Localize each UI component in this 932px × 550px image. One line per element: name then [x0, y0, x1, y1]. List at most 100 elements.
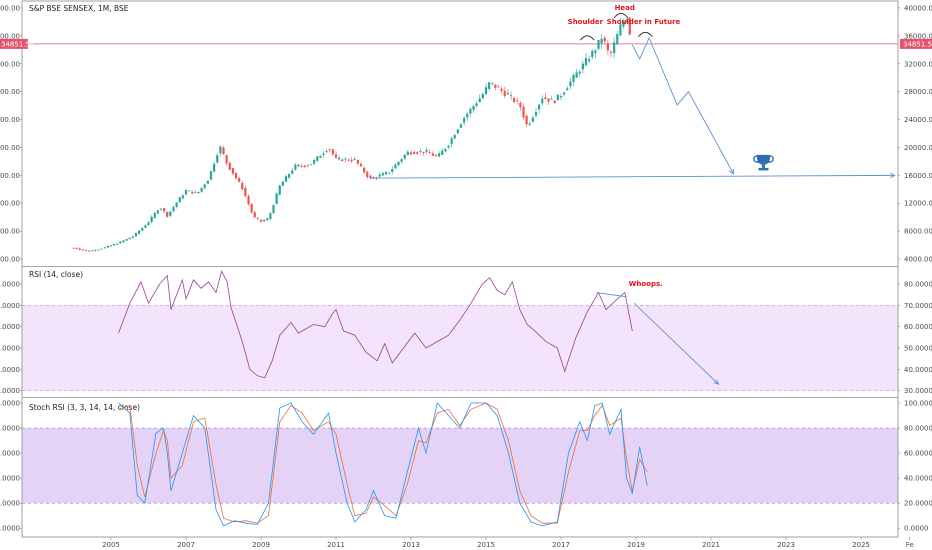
y-tick-label-left: 80.0000 [0, 425, 20, 433]
candle-body [334, 154, 338, 158]
candle-body [622, 21, 625, 27]
candle-body [419, 151, 422, 152]
candle-body [469, 108, 472, 114]
trendline-arrowhead [890, 172, 896, 178]
candle-body [456, 129, 459, 134]
candle-body [553, 100, 556, 103]
candle-body [563, 92, 566, 95]
candle-body [428, 151, 431, 154]
candle-body [103, 247, 106, 249]
stoch-series-line [118, 402, 648, 524]
candle-body [431, 153, 434, 156]
rsi-divergence-line [596, 292, 627, 298]
chart-title: S&P BSE SENSEX, 1M, BSE [29, 4, 129, 13]
candle-body [78, 248, 81, 250]
x-tick-label: 2023 [777, 541, 795, 549]
trophy-handle [768, 155, 774, 163]
candle-body [313, 159, 316, 164]
candle-body [516, 100, 519, 102]
candle-body [513, 97, 516, 102]
candle-body [84, 250, 88, 251]
candle-body [181, 195, 184, 199]
candle-body [506, 93, 509, 95]
candle-body [319, 156, 322, 158]
candle-body [416, 152, 419, 154]
x-tick-label: 2005 [102, 541, 120, 549]
trophy-icon [753, 154, 774, 171]
pattern-annotation: Head [615, 4, 635, 12]
candle-body [209, 171, 213, 180]
candle-body [259, 219, 263, 222]
candle-body [544, 97, 547, 99]
candle-body [194, 192, 197, 193]
candle-body [369, 175, 372, 178]
candle-body [75, 247, 78, 249]
candle-body [406, 151, 409, 156]
candle-body [603, 37, 606, 42]
y-tick-label-right: 100.0000 [904, 400, 932, 408]
candle-body [225, 155, 228, 164]
candle-body [616, 34, 619, 45]
candle-body [475, 103, 478, 106]
candle-body [522, 106, 525, 118]
y-tick-label-right: 70.0000 [904, 302, 932, 310]
candle-body [244, 187, 247, 197]
candle-body [250, 204, 253, 213]
candle-body [316, 156, 319, 161]
candle-body [269, 213, 272, 220]
candle-body [322, 153, 325, 156]
candle-body [247, 196, 250, 205]
candle-body [409, 152, 413, 155]
stoch-series-line [118, 402, 648, 527]
rsi-annotation: Whoops. [629, 280, 663, 288]
y-tick-label-right: 12000.00 [904, 200, 932, 208]
candle-body [572, 74, 575, 82]
candle-body [381, 173, 384, 176]
x-tick-label: 2021 [702, 541, 720, 549]
candle-body [566, 88, 569, 91]
candle-body [206, 180, 209, 184]
candle-body [359, 163, 363, 167]
rsi-line [118, 270, 633, 379]
y-tick-label-left: 60.0000 [0, 450, 20, 458]
candle-body [347, 159, 350, 161]
candle-body [119, 241, 122, 244]
candle-body [203, 184, 206, 188]
y-tick-label-right: 4000.00 [904, 256, 932, 264]
candle-body [188, 190, 191, 192]
candle-body [434, 155, 438, 157]
candle-body [519, 102, 522, 108]
candle-body [116, 243, 119, 245]
candle-body [497, 86, 500, 88]
trophy-base [758, 167, 769, 171]
rsi-band [22, 305, 898, 391]
candle-body [569, 81, 572, 87]
candle-body [147, 222, 150, 225]
y-tick-label-right: 28000.00 [904, 88, 932, 96]
candle-body [575, 72, 578, 78]
candle-body [606, 43, 609, 51]
x-tick-label: 2019 [627, 541, 645, 549]
candle-body [356, 160, 359, 164]
candle-body [388, 172, 391, 174]
candle-body [556, 94, 559, 101]
x-tick-label: 2011 [327, 541, 345, 549]
candle-body [609, 51, 613, 53]
candle-body [588, 59, 591, 62]
y-tick-label-right: 20000.00 [904, 144, 932, 152]
candle-body [216, 155, 219, 163]
candle-body [184, 190, 188, 195]
candle-body [531, 117, 534, 122]
y-tick-label-left: 24000.00 [0, 116, 20, 124]
candle-body [144, 225, 147, 228]
y-tick-label-right: 80.0000 [904, 281, 932, 289]
candle-body [550, 98, 553, 100]
rsi-projection-arrowhead [713, 379, 720, 385]
candle-body [444, 148, 447, 152]
candle-body [378, 174, 381, 177]
candle-body [213, 163, 216, 172]
candle-body [281, 181, 284, 186]
candle-body [291, 170, 294, 174]
y-tick-label-right: 40.0000 [904, 366, 932, 374]
